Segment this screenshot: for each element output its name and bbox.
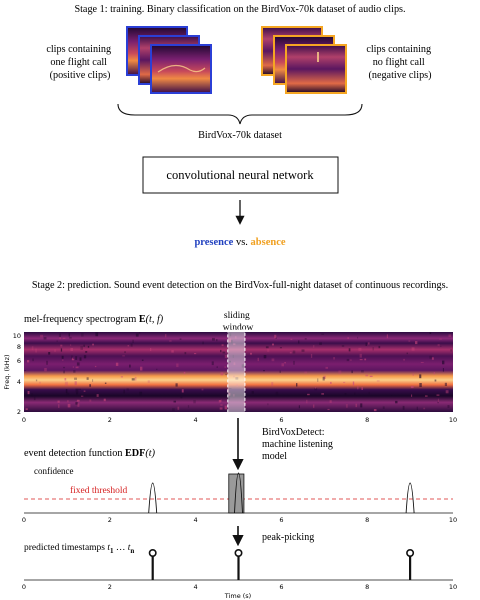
positive-clip-stack (126, 26, 212, 94)
spectrogram-time-ticks: 0 2 4 6 8 10 (22, 416, 457, 424)
edf-window-box (228, 473, 245, 514)
edf-peak (234, 472, 243, 514)
timestamp-marker (406, 548, 415, 557)
negative-clip-stack (261, 26, 347, 94)
positive-clips-label: clips containing one flight call (positi… (46, 44, 113, 81)
time-tick: 4 (194, 516, 198, 524)
peak-picking-label: peak-picking (262, 532, 314, 543)
confidence-label: confidence (34, 466, 73, 476)
time-tick: 2 (108, 416, 112, 424)
time-tick: 0 (22, 416, 26, 424)
edf-time-ticks: 0 2 4 6 8 10 (22, 516, 457, 524)
freq-tick: 6 (17, 357, 21, 365)
timestamps-time-ticks: 0 2 4 6 8 10 (22, 583, 457, 591)
time-tick: 6 (279, 416, 283, 424)
freq-tick: 8 (17, 343, 21, 351)
dataset-brace (117, 103, 363, 125)
time-tick: 2 (108, 516, 112, 524)
time-tick: 6 (279, 516, 283, 524)
freq-tick: 2 (17, 408, 21, 416)
absence-word: absence (251, 237, 286, 248)
timestamp-marker (234, 548, 243, 557)
network-label: convolutional neural network (166, 168, 314, 182)
time-tick: 0 (22, 516, 26, 524)
dataset-label: BirdVox-70k dataset (198, 130, 282, 141)
vs-word: vs. (233, 237, 250, 248)
time-tick: 8 (365, 583, 369, 591)
presence-word: presence (194, 237, 233, 248)
time-tick: 4 (194, 583, 198, 591)
time-tick: 6 (279, 583, 283, 591)
time-axis-label: Time (s) (224, 592, 251, 600)
timestamp-marker (148, 548, 157, 557)
spectrogram-title: mel-frequency spectrogram E(t, f) (24, 314, 164, 325)
stage1-heading: Stage 1: training. Binary classification… (74, 4, 405, 15)
edf-peak (148, 482, 158, 514)
time-tick: 8 (365, 416, 369, 424)
freq-tick: 4 (17, 378, 21, 386)
time-tick: 4 (194, 416, 198, 424)
edf-peaks (148, 472, 415, 514)
freq-axis-label: Freq. (kHz) (3, 354, 11, 389)
edf-peak (405, 482, 415, 514)
timestamps-label: predicted timestamps t1 … tn (24, 543, 134, 555)
edf-title: event detection function EDF(t) (24, 448, 156, 459)
sliding-window (227, 329, 246, 415)
detector-label: BirdVoxDetect: machine listening model (262, 427, 335, 462)
sliding-window-label: sliding window (223, 311, 254, 333)
time-tick: 0 (22, 583, 26, 591)
negative-clips-label: clips containing no flight call (negativ… (366, 44, 433, 81)
time-tick: 2 (108, 583, 112, 591)
time-tick: 8 (365, 516, 369, 524)
stage2-heading: Stage 2: prediction. Sound event detecti… (32, 280, 448, 291)
time-tick: 10 (449, 416, 457, 424)
network-box (142, 156, 339, 194)
time-tick: 10 (449, 583, 457, 591)
freq-tick: 10 (13, 332, 21, 340)
threshold-label: fixed threshold (70, 485, 128, 496)
spectrogram (24, 329, 453, 415)
time-tick: 10 (449, 516, 457, 524)
timestamp-stems (148, 548, 415, 580)
presence-absence-label: presence vs. absence (194, 237, 285, 248)
freq-ticks: 10 8 6 4 2 (13, 332, 21, 416)
